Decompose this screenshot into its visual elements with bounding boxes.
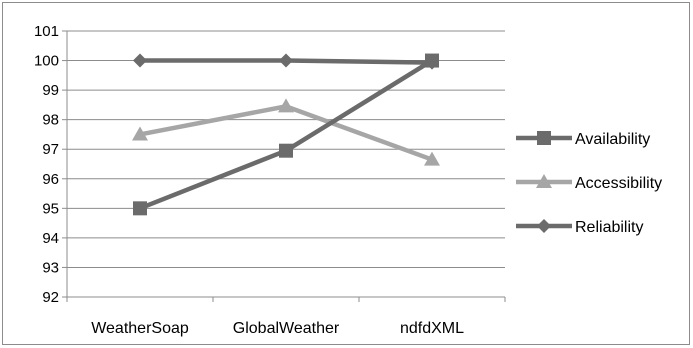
legend-marker-availability [537, 131, 551, 145]
series [132, 53, 440, 216]
legend-marker-reliability [537, 219, 551, 233]
x-tick-labels: WeatherSoap GlobalWeather ndfdXML [91, 320, 464, 337]
legend-marker-accessibility [536, 174, 552, 188]
y-tick-label: 96 [42, 171, 59, 188]
legend-label-accessibility: Accessibility [575, 175, 662, 192]
point-availability [133, 201, 147, 216]
y-tick-label: 95 [42, 200, 59, 217]
x-tick-label: WeatherSoap [91, 320, 189, 337]
y-tick-label: 100 [34, 53, 59, 70]
legend-label-reliability: Reliability [575, 219, 643, 236]
point-accessibility [132, 126, 148, 141]
point-reliability [279, 53, 293, 68]
series-line-availability [139, 58, 434, 211]
legend: Availability Accessibility Reliability [516, 131, 662, 236]
point-accessibility [278, 98, 294, 113]
y-tick-labels: 92 93 94 95 96 97 98 99 100 101 [34, 23, 59, 306]
point-accessibility [424, 151, 440, 166]
axes [62, 30, 506, 302]
point-availability [425, 53, 439, 68]
y-tick-label: 101 [34, 23, 59, 40]
x-tick-label: GlobalWeather [233, 320, 340, 337]
legend-label-availability: Availability [575, 131, 650, 148]
y-tick-label: 97 [42, 141, 59, 158]
point-availability [279, 143, 293, 158]
y-tick-label: 92 [42, 289, 59, 306]
gridlines [67, 30, 505, 268]
y-tick-label: 94 [42, 230, 59, 247]
y-tick-label: 93 [42, 259, 59, 276]
point-reliability [133, 53, 147, 68]
y-tick-label: 99 [42, 82, 59, 99]
y-tick-label: 98 [42, 112, 59, 129]
x-tick-label: ndfdXML [400, 320, 464, 337]
